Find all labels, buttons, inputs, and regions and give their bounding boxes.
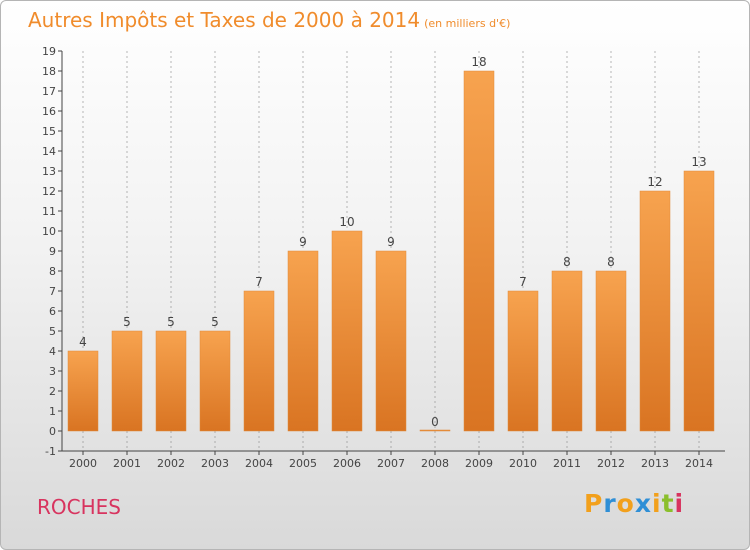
bar (67, 350, 99, 432)
bar (463, 70, 495, 432)
y-tick-label: 5 (49, 325, 56, 338)
chart-title: Autres Impôts et Taxes de 2000 à 2014 (en… (28, 8, 511, 32)
y-tick-label: 15 (42, 125, 56, 138)
y-tick-label: 0 (49, 425, 56, 438)
bar-value-label: 7 (519, 275, 527, 289)
x-tick-label: 2011 (553, 457, 581, 470)
x-tick-label: 2005 (289, 457, 317, 470)
bar (287, 250, 319, 432)
bar-value-label: 4 (79, 335, 87, 349)
commune-label: ROCHES (37, 495, 121, 519)
bar (595, 270, 627, 432)
x-tick-label: 2001 (113, 457, 141, 470)
y-tick-label: 16 (42, 105, 56, 118)
y-tick-label: 2 (49, 385, 56, 398)
x-tick-label: 2010 (509, 457, 537, 470)
y-tick-label: 11 (42, 205, 56, 218)
x-tick-label: 2014 (685, 457, 713, 470)
bar-value-label: 9 (299, 235, 307, 249)
x-tick-label: 2002 (157, 457, 185, 470)
x-tick-label: 2009 (465, 457, 493, 470)
logo-letter: i (674, 489, 685, 518)
bar-value-label: 8 (563, 255, 571, 269)
bar-value-label: 0 (431, 415, 439, 429)
bar-value-label: 18 (471, 55, 486, 69)
bar (199, 330, 231, 432)
proxiti-logo: Proxiti (584, 489, 684, 518)
bar (375, 250, 407, 432)
logo-letter: P (584, 489, 604, 518)
x-tick-label: 2006 (333, 457, 361, 470)
bar-value-label: 5 (167, 315, 175, 329)
y-tick-label: 1 (49, 405, 56, 418)
bar-value-label: 10 (339, 215, 354, 229)
x-tick-label: 2000 (69, 457, 97, 470)
y-tick-label: 10 (42, 225, 56, 238)
logo-letter: x (634, 489, 652, 518)
bar-value-label: 8 (607, 255, 615, 269)
x-tick-label: 2008 (421, 457, 449, 470)
logo-letter: r (603, 489, 617, 518)
bar-value-label: 5 (211, 315, 219, 329)
logo-letter: o (616, 489, 635, 518)
bar (507, 290, 539, 432)
bar (111, 330, 143, 432)
bar-value-label: 5 (123, 315, 131, 329)
x-tick-label: 2007 (377, 457, 405, 470)
y-tick-label: 4 (49, 345, 56, 358)
chart-subtitle: (en milliers d'€) (424, 17, 511, 30)
x-tick-label: 2013 (641, 457, 669, 470)
y-tick-label: 12 (42, 185, 56, 198)
logo-letter: t (661, 489, 675, 518)
y-tick-label: -1 (45, 445, 56, 458)
x-tick-label: 2004 (245, 457, 273, 470)
y-tick-label: 6 (49, 305, 56, 318)
y-tick-label: 8 (49, 265, 56, 278)
y-tick-label: 9 (49, 245, 56, 258)
x-tick-label: 2003 (201, 457, 229, 470)
y-tick-label: 19 (42, 45, 56, 58)
x-tick-label: 2012 (597, 457, 625, 470)
y-tick-label: 17 (42, 85, 56, 98)
bar-value-label: 13 (691, 155, 706, 169)
bar-value-label: 12 (647, 175, 662, 189)
y-tick-label: 7 (49, 285, 56, 298)
bar (683, 170, 715, 432)
y-tick-label: 3 (49, 365, 56, 378)
y-tick-label: 13 (42, 165, 56, 178)
bar (551, 270, 583, 432)
y-tick-label: 18 (42, 65, 56, 78)
bar (243, 290, 275, 432)
logo-letter: i (652, 489, 662, 518)
y-tick-label: 14 (42, 145, 56, 158)
bar-value-label: 9 (387, 235, 395, 249)
bar (419, 429, 451, 432)
bar (331, 230, 363, 432)
bar (155, 330, 187, 432)
bar-value-label: 7 (255, 275, 263, 289)
bar (639, 190, 671, 432)
